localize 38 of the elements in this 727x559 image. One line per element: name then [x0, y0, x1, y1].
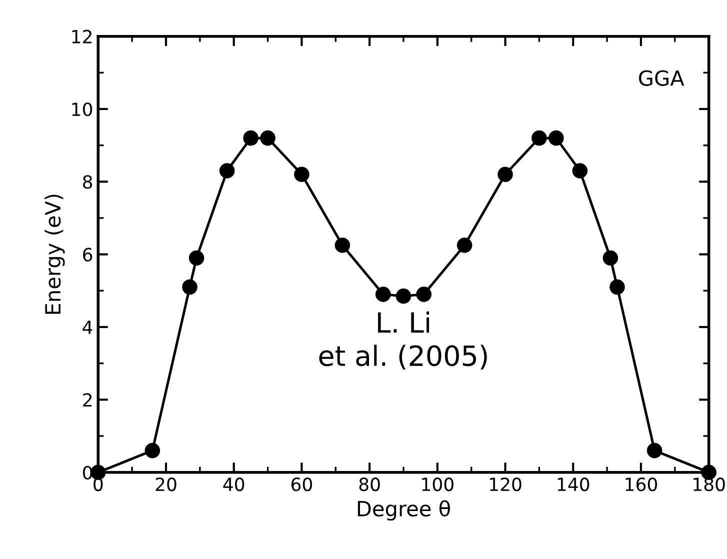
point	[334, 238, 350, 253]
point	[610, 279, 625, 295]
point	[456, 238, 472, 253]
point	[375, 286, 391, 302]
point	[243, 130, 258, 146]
point	[144, 442, 160, 458]
point	[498, 166, 513, 182]
x-tick-label: 140	[558, 478, 590, 492]
point	[572, 163, 588, 178]
point	[182, 279, 198, 295]
x-axis-title: Degree θ	[358, 500, 450, 521]
x-tick-label: 20	[156, 478, 176, 492]
point	[188, 250, 204, 266]
x-tick-label: 100	[422, 478, 454, 492]
point	[90, 464, 106, 480]
y-tick-label: 2	[83, 393, 92, 407]
point	[416, 286, 432, 302]
y-tick-label: 6	[83, 248, 92, 262]
point	[532, 130, 547, 146]
point	[396, 288, 412, 304]
x-tick-label: 40	[223, 478, 244, 492]
x-tick-label: 60	[291, 478, 312, 492]
point	[294, 166, 310, 182]
y-tick-label: 8	[83, 175, 92, 189]
point	[548, 130, 564, 146]
y-tick-label: 12	[72, 30, 92, 44]
y-tick-label: 10	[72, 102, 92, 116]
point	[646, 442, 662, 458]
x-tick-label: 80	[359, 478, 380, 492]
annotation: GGA	[639, 70, 684, 86]
y-axis-title: Energy (eV)	[44, 194, 65, 314]
annotation: L. Li et al. (2005)	[319, 312, 487, 370]
point	[260, 130, 276, 146]
point	[219, 163, 235, 178]
point	[602, 250, 618, 266]
x-tick-label: 120	[490, 478, 522, 492]
y-tick-label: 4	[82, 320, 92, 334]
x-tick-label: 160	[626, 478, 658, 492]
